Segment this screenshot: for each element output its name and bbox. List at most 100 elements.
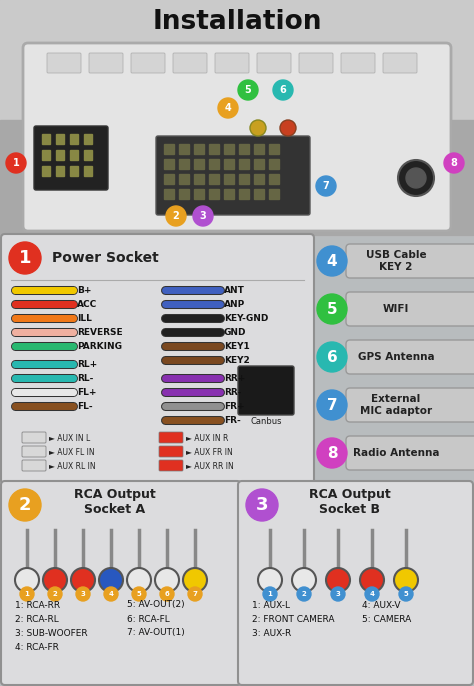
Circle shape — [365, 587, 379, 601]
Text: 3: 3 — [81, 591, 85, 597]
Text: 1: 1 — [19, 249, 31, 267]
Text: Power Socket: Power Socket — [52, 251, 158, 265]
Text: 2: 2 — [53, 591, 57, 597]
FancyBboxPatch shape — [159, 432, 183, 443]
Text: Canbus: Canbus — [250, 416, 282, 425]
FancyBboxPatch shape — [299, 53, 333, 73]
Bar — [224, 144, 234, 154]
Bar — [269, 189, 279, 199]
Text: FL+: FL+ — [77, 388, 97, 397]
Text: 3: AUX-R: 3: AUX-R — [252, 628, 291, 637]
Bar — [70, 166, 78, 176]
Text: GND: GND — [224, 328, 246, 337]
Text: 1: AUX-L: 1: AUX-L — [252, 600, 290, 609]
Text: 4: 4 — [109, 591, 113, 597]
FancyBboxPatch shape — [215, 53, 249, 73]
Bar — [209, 174, 219, 184]
FancyBboxPatch shape — [159, 460, 183, 471]
Text: ► AUX RL IN: ► AUX RL IN — [49, 462, 96, 471]
Text: RL-: RL- — [77, 374, 93, 383]
Circle shape — [263, 587, 277, 601]
Text: KEY2: KEY2 — [224, 356, 250, 365]
Circle shape — [246, 489, 278, 521]
Bar — [269, 159, 279, 169]
Circle shape — [9, 489, 41, 521]
Circle shape — [20, 587, 34, 601]
Text: 7: AV-OUT(1): 7: AV-OUT(1) — [127, 628, 185, 637]
Text: 2: 2 — [173, 211, 179, 221]
Circle shape — [444, 153, 464, 173]
Text: FR+: FR+ — [224, 402, 245, 411]
FancyBboxPatch shape — [383, 53, 417, 73]
FancyBboxPatch shape — [23, 43, 451, 231]
FancyBboxPatch shape — [22, 460, 46, 471]
Bar — [239, 189, 249, 199]
Circle shape — [71, 568, 95, 592]
Bar — [194, 174, 204, 184]
Circle shape — [160, 587, 174, 601]
Bar — [0, 0, 474, 235]
FancyBboxPatch shape — [131, 53, 165, 73]
Circle shape — [258, 568, 282, 592]
Circle shape — [76, 587, 90, 601]
FancyBboxPatch shape — [47, 53, 81, 73]
Bar — [42, 134, 50, 144]
Text: ► AUX RR IN: ► AUX RR IN — [186, 462, 234, 471]
Text: 6: RCA-FL: 6: RCA-FL — [127, 615, 170, 624]
FancyBboxPatch shape — [346, 292, 474, 326]
Circle shape — [48, 587, 62, 601]
Circle shape — [273, 80, 293, 100]
Circle shape — [292, 568, 316, 592]
Bar — [194, 189, 204, 199]
Bar — [84, 134, 92, 144]
FancyBboxPatch shape — [257, 53, 291, 73]
Text: 3: SUB-WOOFER: 3: SUB-WOOFER — [15, 628, 88, 637]
Circle shape — [218, 98, 238, 118]
Text: WIFI: WIFI — [383, 304, 409, 314]
Text: 4: 4 — [225, 103, 231, 113]
Text: 3: 3 — [256, 496, 268, 514]
Bar — [209, 144, 219, 154]
Text: Radio Antenna: Radio Antenna — [353, 448, 439, 458]
Text: REVERSE: REVERSE — [77, 328, 123, 337]
Text: 4: 4 — [327, 254, 337, 268]
FancyBboxPatch shape — [1, 234, 314, 484]
Text: 3: 3 — [336, 591, 340, 597]
Circle shape — [317, 390, 347, 420]
Text: USB Cable
KEY 2: USB Cable KEY 2 — [365, 250, 426, 272]
Circle shape — [43, 568, 67, 592]
Text: 1: 1 — [267, 591, 273, 597]
Circle shape — [317, 246, 347, 276]
FancyBboxPatch shape — [346, 340, 474, 374]
Circle shape — [250, 120, 266, 136]
Text: 4: AUX-V: 4: AUX-V — [362, 600, 401, 609]
Bar — [164, 144, 174, 154]
Bar — [179, 174, 189, 184]
Text: 7: 7 — [192, 591, 198, 597]
Bar — [42, 166, 50, 176]
Text: 1: RCA-RR: 1: RCA-RR — [15, 600, 60, 609]
Bar — [209, 189, 219, 199]
Text: RL+: RL+ — [77, 360, 97, 369]
Bar — [239, 144, 249, 154]
Bar — [164, 159, 174, 169]
Bar — [194, 144, 204, 154]
Bar — [269, 174, 279, 184]
FancyBboxPatch shape — [173, 53, 207, 73]
Text: 8: 8 — [327, 445, 337, 460]
Bar — [56, 150, 64, 160]
Circle shape — [360, 568, 384, 592]
Text: 8: 8 — [451, 158, 457, 168]
Text: ► AUX FL IN: ► AUX FL IN — [49, 448, 95, 457]
Bar — [254, 159, 264, 169]
Bar — [179, 189, 189, 199]
Text: 5: 5 — [404, 591, 409, 597]
FancyBboxPatch shape — [156, 136, 310, 215]
Text: 4: RCA-FR: 4: RCA-FR — [15, 643, 59, 652]
Circle shape — [317, 294, 347, 324]
Text: 5: 5 — [327, 302, 337, 316]
Text: 5: 5 — [245, 85, 251, 95]
Text: B+: B+ — [77, 286, 91, 295]
Circle shape — [9, 242, 41, 274]
Circle shape — [6, 153, 26, 173]
